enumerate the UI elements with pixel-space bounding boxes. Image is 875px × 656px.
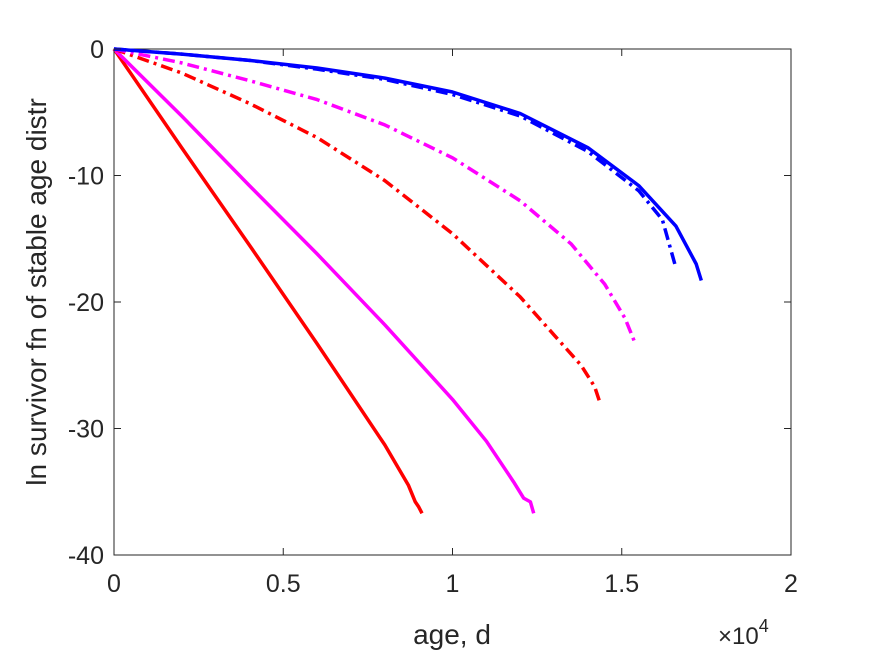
x-tick-label: 0.5 bbox=[266, 570, 301, 598]
plot-area bbox=[113, 48, 792, 556]
x-multiplier: ×104 bbox=[718, 616, 769, 650]
series-line-3 bbox=[113, 47, 602, 403]
series-line-1 bbox=[112, 48, 424, 515]
x-tick-label: 1.5 bbox=[604, 570, 639, 598]
series-line-2 bbox=[112, 47, 536, 514]
x-multiplier-exponent: 4 bbox=[759, 616, 769, 636]
x-axis-label: age, d bbox=[413, 619, 491, 650]
series-layer bbox=[112, 47, 703, 515]
y-tick-label: -20 bbox=[68, 289, 104, 317]
x-tick-label: 2 bbox=[784, 570, 798, 598]
tick-layer: 0 0.5 1 1.5 2 0 -10 -20 -30 -40 bbox=[68, 36, 798, 598]
x-multiplier-base: ×10 bbox=[718, 623, 759, 650]
x-tick-label: 0 bbox=[107, 570, 121, 598]
y-tick-label: -10 bbox=[68, 163, 104, 191]
series-line-4 bbox=[113, 47, 637, 345]
y-tick-label: 0 bbox=[90, 36, 104, 64]
x-tick-label: 1 bbox=[446, 570, 460, 598]
series-line-6 bbox=[113, 47, 703, 282]
y-axis-label: ln survivor fn of stable age distr bbox=[21, 98, 52, 486]
y-tick-label: -40 bbox=[68, 542, 104, 570]
y-tick-label: -30 bbox=[68, 416, 104, 444]
